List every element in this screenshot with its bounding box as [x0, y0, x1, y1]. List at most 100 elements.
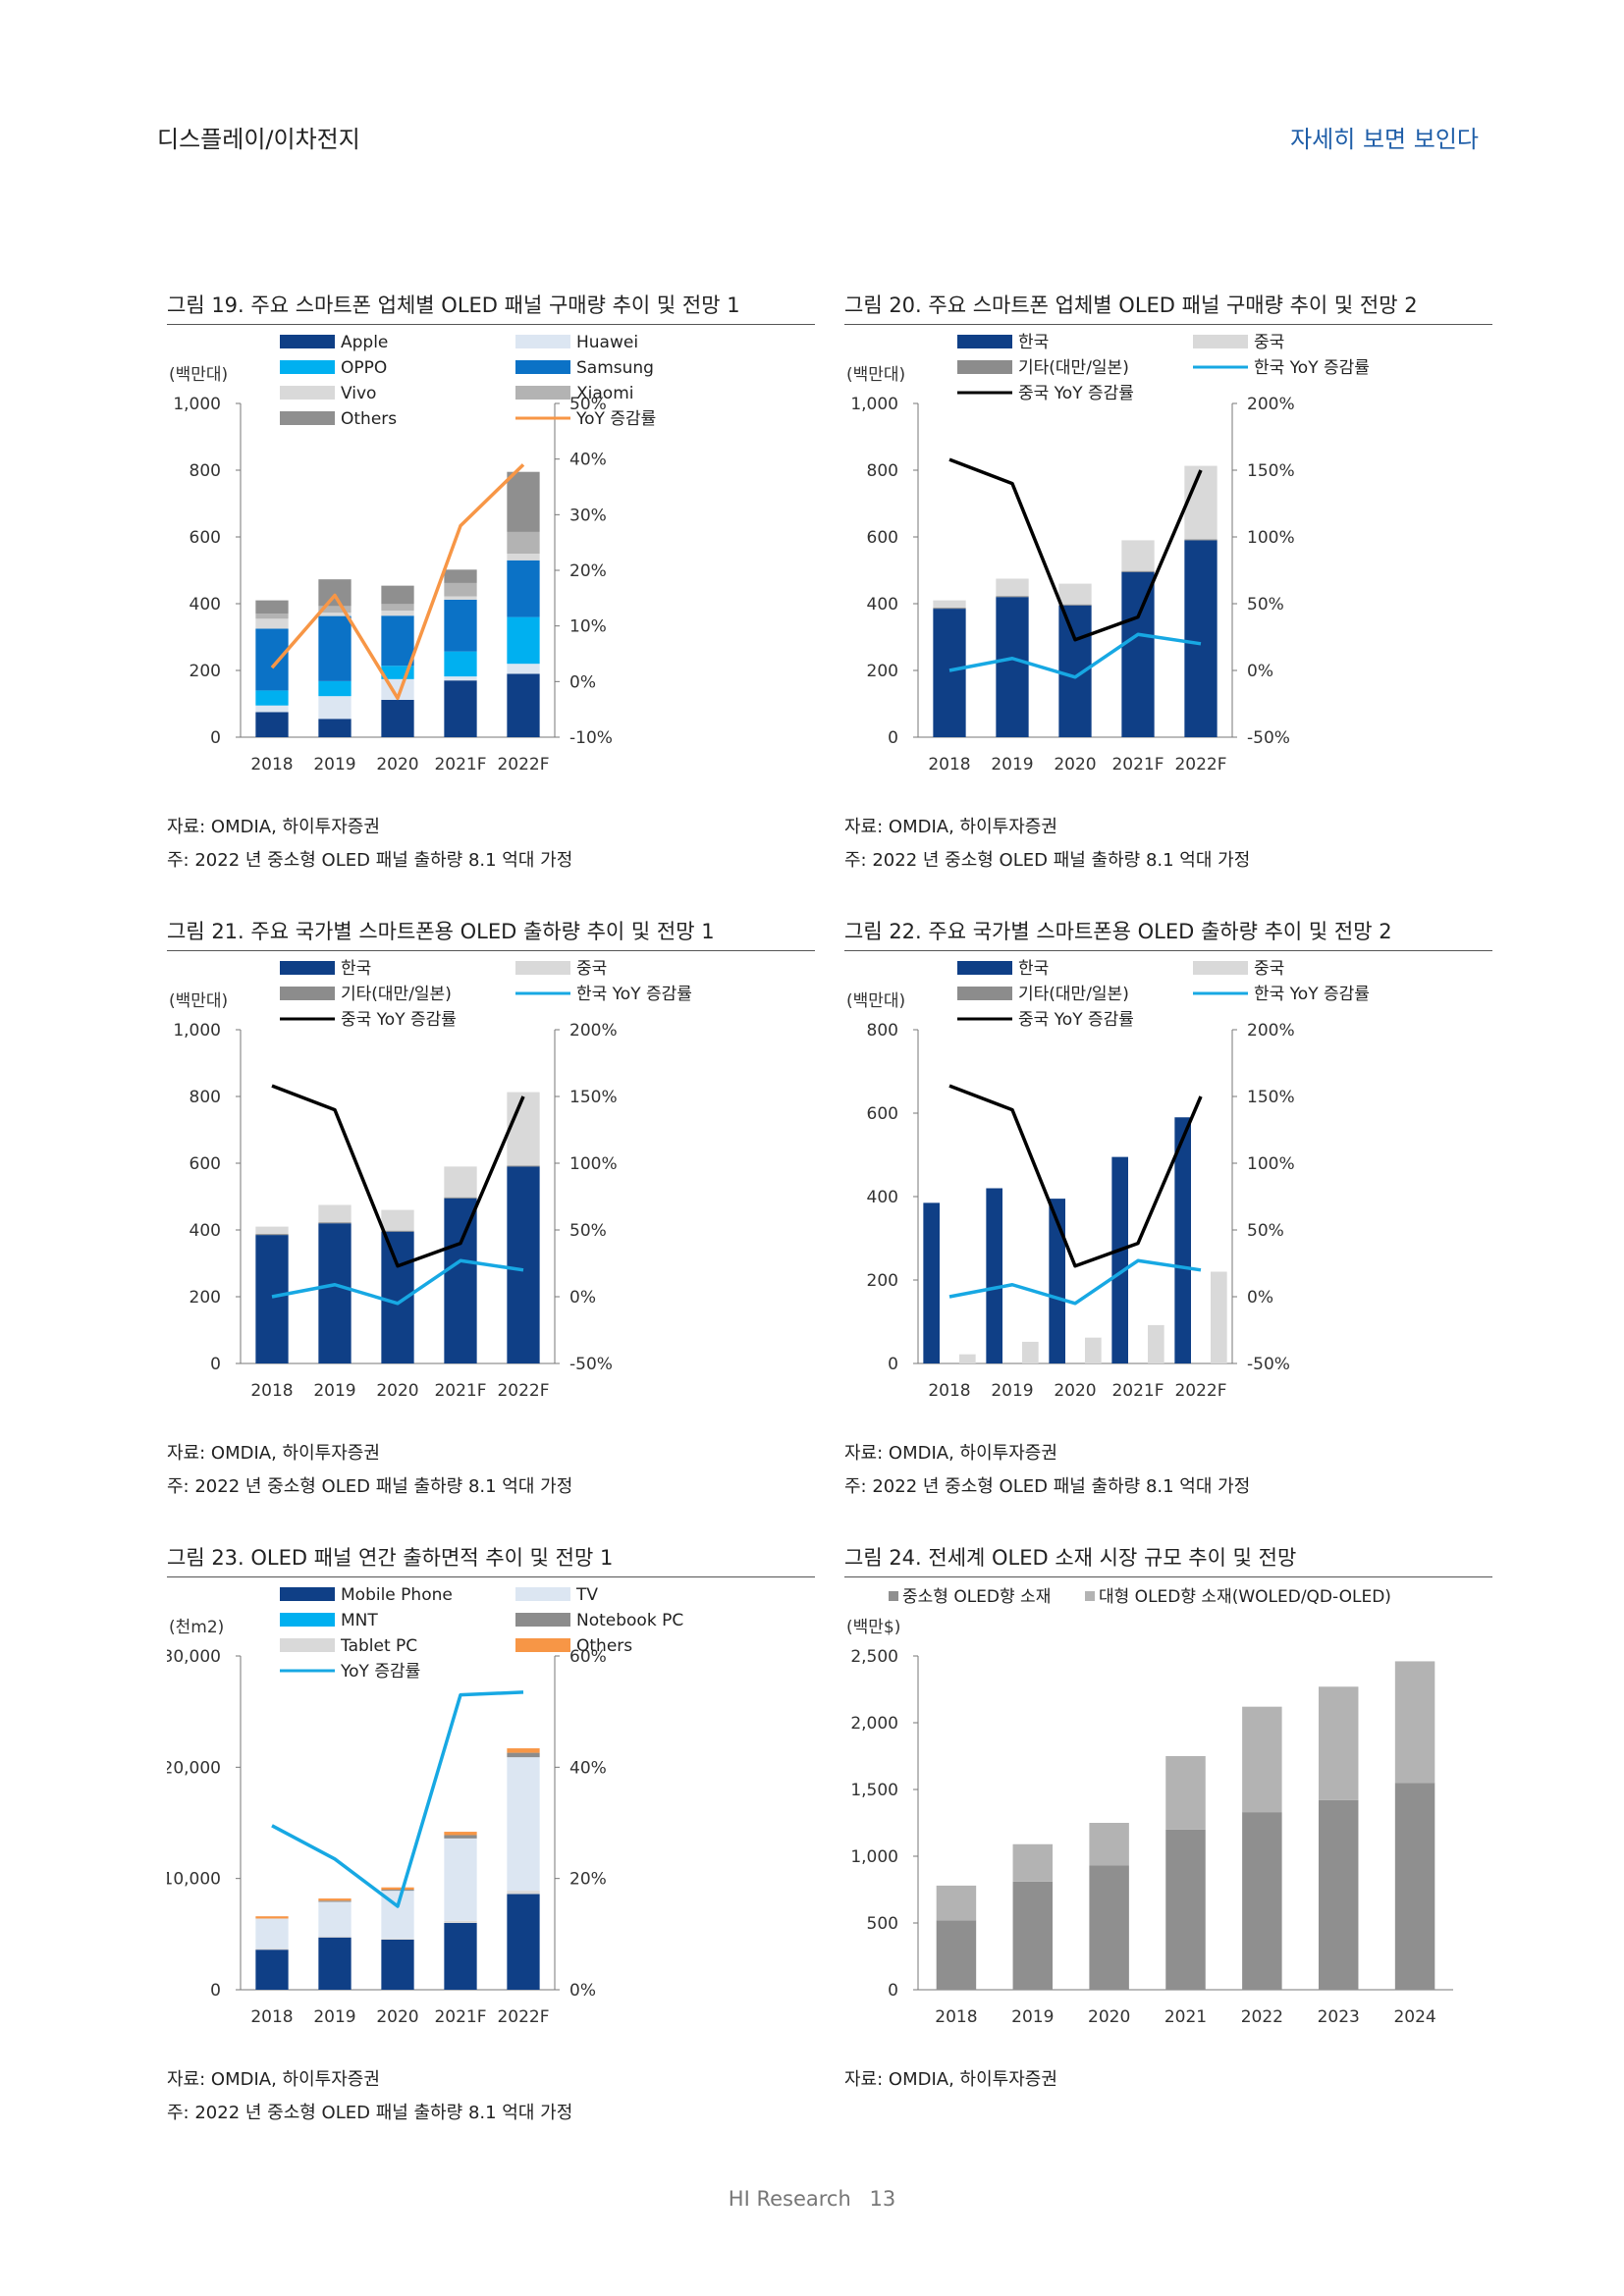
bar: [1148, 1324, 1164, 1363]
bar-segment: [444, 651, 477, 677]
bar-segment: [255, 1226, 289, 1235]
bar-segment: [255, 1918, 289, 1949]
legend-label: Notebook PC: [576, 1611, 683, 1630]
legend-swatch: [1085, 1591, 1095, 1601]
y-tick-label: 0: [888, 1981, 898, 2001]
x-tick-label: 2024: [1393, 2007, 1435, 2027]
y-tick-label: 30,000: [167, 1647, 221, 1667]
bar-segment: [996, 596, 1029, 598]
y2-tick-label: 100%: [1247, 528, 1295, 548]
legend-label: Huawei: [576, 333, 638, 352]
header-section-title: 디스플레이/이차전지: [157, 126, 360, 153]
figure-note: 주: 2022 년 중소형 OLED 패널 출하량 8.1 억대 가정: [844, 850, 1251, 871]
x-tick-label: 2022F: [497, 1381, 549, 1401]
bar-segment: [933, 600, 966, 609]
y-tick-label: 800: [867, 461, 898, 481]
y-tick-label: 200: [189, 1288, 221, 1308]
y-tick-label: 0: [210, 1981, 221, 2001]
bar-segment: [444, 599, 477, 652]
chart-figure-19: (백만대) 0 200 400 600 800 1,000 -10% 0% 10% 20% 30% 40…: [169, 333, 656, 774]
bar-segment: [507, 1752, 540, 1758]
x-tick-label: 2018: [250, 2007, 293, 2027]
y2-tick-label: 50%: [569, 1221, 607, 1241]
x-tick-label: 2018: [250, 755, 293, 774]
series-line: [271, 1084, 525, 1268]
y-tick-label: 200: [867, 662, 898, 681]
figure-source: 자료: OMDIA, 하이투자증권: [844, 1443, 1057, 1464]
x-tick-label: 2018: [928, 1381, 970, 1401]
bar-segment: [444, 1198, 477, 1363]
legend-label: 중국: [1254, 959, 1284, 979]
y-tick-label: 600: [189, 528, 221, 548]
bar-segment: [381, 585, 414, 605]
y-tick-label: 600: [867, 528, 898, 548]
legend-label: 중국: [1254, 333, 1284, 352]
x-tick-label: 2022F: [1174, 1381, 1226, 1401]
y2-tick-label: 40%: [569, 451, 607, 470]
bar-segment: [381, 1209, 414, 1231]
bar-segment: [318, 1222, 352, 1224]
legend-swatch: [280, 411, 335, 425]
bar-segment: [381, 699, 414, 737]
y-tick-label: 800: [189, 461, 221, 481]
figure-source: 자료: OMDIA, 하이투자증권: [844, 2069, 1057, 2090]
legend-label: OPPO: [341, 358, 387, 378]
y-tick-label: 20,000: [167, 1758, 221, 1778]
bar-segment: [381, 1890, 414, 1892]
bar-segment: [444, 676, 477, 681]
bar-segment: [444, 1197, 477, 1199]
y2-tick-label: 150%: [1247, 1088, 1295, 1107]
legend-label: Apple: [341, 333, 388, 352]
bar: [923, 1202, 940, 1363]
legend-swatch: [515, 961, 570, 975]
y-tick-label: 800: [867, 1021, 898, 1041]
bar-segment: [1012, 1843, 1054, 1882]
bar-segment: [318, 1901, 352, 1937]
x-tick-label: 2021F: [434, 755, 486, 774]
y2-tick-label: 0%: [1247, 1288, 1273, 1308]
bar-segment: [1089, 1823, 1129, 1866]
legend-label: 중소형 OLED향 소재: [902, 1587, 1051, 1607]
bar-segment: [318, 696, 352, 720]
bar-segment: [255, 618, 289, 629]
bar-segment: [255, 1916, 289, 1919]
bar-segment: [318, 1898, 352, 1901]
y2-tick-label: 20%: [569, 1870, 607, 1890]
bar-segment: [1121, 570, 1155, 572]
y-tick-label: 200: [189, 662, 221, 681]
y2-tick-label: 30%: [569, 506, 607, 525]
legend-label: YoY 증감률: [340, 1662, 420, 1682]
x-tick-label: 2019: [313, 2007, 355, 2027]
legend-label: Tablet PC: [340, 1636, 417, 1656]
series-line: [948, 457, 1203, 642]
figure-note: 주: 2022 년 중소형 OLED 패널 출하량 8.1 억대 가정: [167, 850, 573, 871]
figure-title: 그림 24. 전세계 OLED 소재 시장 규모 추이 및 전망: [844, 1543, 1492, 1577]
bar-segment: [318, 1223, 352, 1363]
figure-24: 그림 24. 전세계 OLED 소재 시장 규모 추이 및 전망 (백만$) 0 5…: [844, 1543, 1492, 2097]
y-tick-label: 200: [867, 1271, 898, 1291]
bar-segment: [318, 1900, 352, 1902]
bar-segment: [933, 609, 966, 737]
bar-segment: [507, 1891, 540, 1895]
y2-tick-label: -50%: [1247, 1355, 1290, 1374]
y2-tick-label: 150%: [1247, 461, 1295, 481]
bar-segment: [318, 613, 352, 616]
y2-tick-label: -10%: [569, 728, 613, 748]
bar-segment: [996, 597, 1029, 737]
legend-swatch: [1193, 961, 1248, 975]
legend-swatch: [515, 386, 570, 400]
bar-segment: [1058, 583, 1092, 605]
y2-tick-label: 0%: [1247, 662, 1273, 681]
y2-tick-label: 60%: [569, 1647, 607, 1667]
series-line: [948, 1084, 1203, 1268]
unit-label: (백만대): [846, 365, 905, 385]
x-tick-label: 2020: [376, 2007, 418, 2027]
x-tick-label: 2019: [991, 755, 1033, 774]
x-tick-label: 2019: [1011, 2007, 1054, 2027]
x-tick-label: 2020: [376, 755, 418, 774]
legend-swatch: [889, 1591, 898, 1601]
figure-title: 그림 23. OLED 패널 연간 출하면적 추이 및 전망 1: [167, 1543, 815, 1577]
x-tick-label: 2020: [1088, 2007, 1130, 2027]
legend-swatch: [515, 335, 570, 348]
bar-segment: [444, 1920, 477, 1923]
